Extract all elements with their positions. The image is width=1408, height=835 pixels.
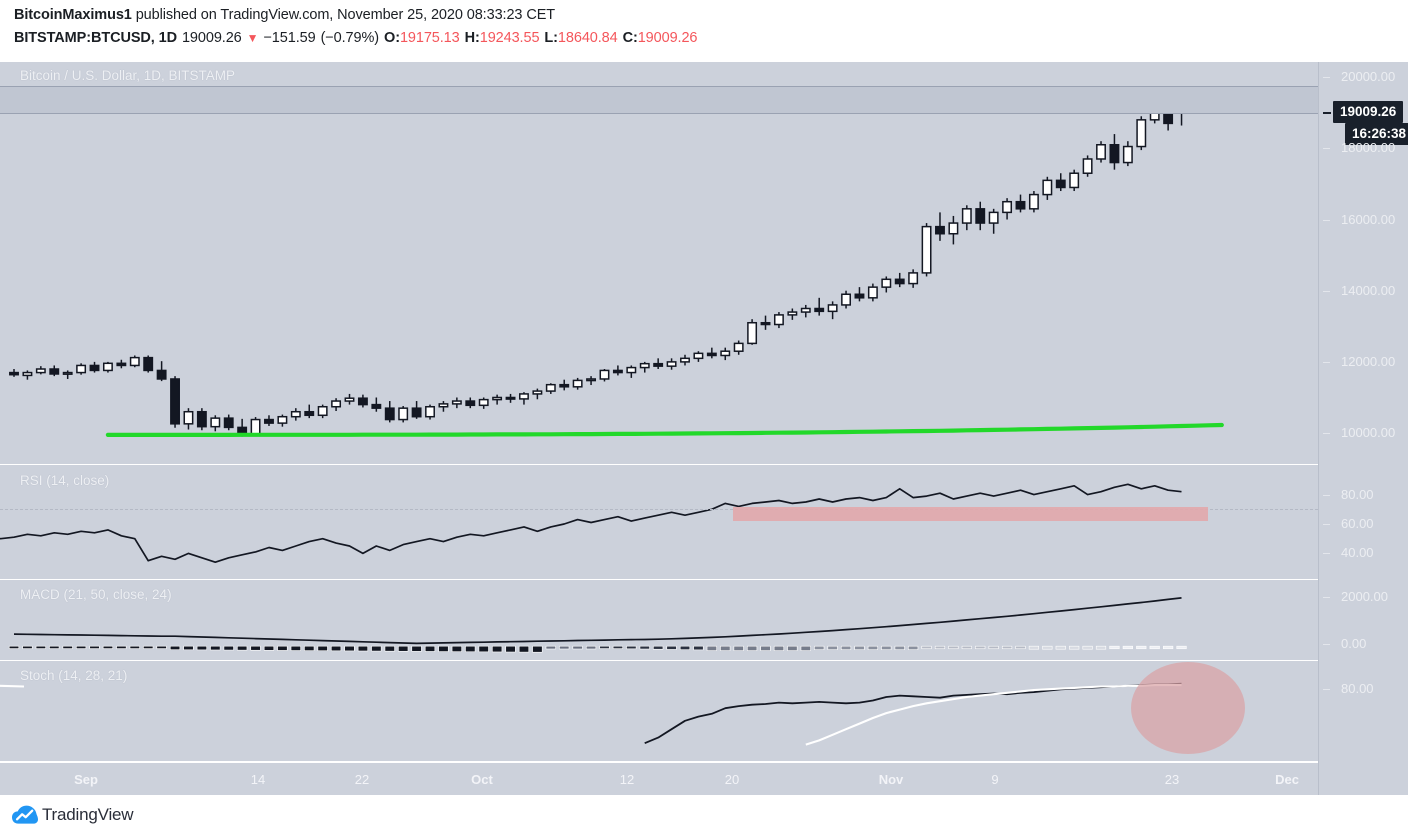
tradingview-brand-label: TradingView [42, 805, 134, 824]
rsi-axis-tick [1323, 494, 1330, 496]
close-label: C: [622, 30, 638, 46]
rsi-axis-label: 80.00 [1341, 486, 1374, 502]
time-axis-label: 22 [354, 772, 370, 787]
time-axis-label: 20 [724, 772, 740, 787]
price-axis-tick [1323, 290, 1330, 292]
macd-axis-label: 0.00 [1341, 636, 1367, 652]
candlestick-series [9, 94, 1224, 437]
footer: TradingView [0, 795, 1408, 835]
pane-divider [0, 761, 1318, 762]
stoch-pane-title: Stoch (14, 28, 21) [20, 668, 128, 683]
author-name: BitcoinMaximus1 [14, 7, 132, 23]
close-value: 19009.26 [637, 30, 698, 46]
pane-divider [0, 464, 1318, 465]
macd-axis-label: 2000.00 [1341, 589, 1388, 605]
last-price: 19009.26 [181, 30, 242, 46]
rsi-pane[interactable]: RSI (14, close) 36 bars, 36d [0, 465, 1318, 579]
publish-attribution-line: BitcoinMaximus1 published on TradingView… [14, 7, 555, 23]
price-axis-tick [1323, 77, 1330, 79]
price-down-arrow-icon: ▼ [246, 31, 259, 45]
resistance-zone [0, 86, 1318, 113]
macd-axis-tick [1323, 597, 1330, 599]
price-axis-tick [1323, 433, 1330, 435]
stoch-axis-label: 80.00 [1341, 680, 1374, 696]
stoch-pane[interactable]: Stoch (14, 28, 21) [0, 661, 1318, 761]
time-axis-label: Oct [471, 772, 493, 787]
time-axis-label: Nov [878, 772, 904, 787]
price-axis-label: 18000.00 [1341, 140, 1396, 156]
price-axis-label: 16000.00 [1341, 211, 1396, 227]
rsi-overbought-highlight-band [733, 507, 1208, 522]
price-axis-label: 10000.00 [1341, 425, 1396, 441]
price-axis-tick [1323, 148, 1330, 150]
price-pane[interactable]: Bitcoin / U.S. Dollar, 1D, BITSTAMP [0, 62, 1318, 464]
rsi-axis-label: 40.00 [1341, 545, 1374, 561]
stoch-series [0, 682, 1182, 746]
price-axis-tick [1323, 219, 1330, 221]
publish-info: published on TradingView.com, November 2… [135, 7, 556, 23]
price-axis-label: 12000.00 [1341, 353, 1396, 369]
open-label: O: [384, 30, 400, 46]
plot-panes[interactable]: Bitcoin / U.S. Dollar, 1D, BITSTAMP RSI … [0, 62, 1318, 795]
macd-axis-tick [1323, 644, 1330, 646]
price-change-percent: (−0.79%) [320, 30, 380, 46]
time-axis-label: Sep [74, 772, 98, 787]
bar-countdown-tag: 16:26:38 [1345, 123, 1408, 146]
resistance-lower-line [0, 112, 1318, 114]
macd-pane[interactable]: MACD (21, 50, close, 24) [0, 580, 1318, 660]
symbol-ticker: BITSTAMP:BTCUSD, 1D [14, 30, 177, 46]
low-label: L: [544, 30, 558, 46]
price-axis-label: 14000.00 [1341, 282, 1396, 298]
tradingview-logo-icon [12, 805, 38, 824]
price-pane-title: Bitcoin / U.S. Dollar, 1D, BITSTAMP [20, 68, 236, 83]
time-axis-label: 9 [991, 772, 999, 787]
time-axis[interactable]: Sep 14 22 Oct 12 20 Nov 9 23 Dec [0, 762, 1408, 796]
rsi-pane-title: RSI (14, close) [20, 473, 110, 488]
rsi-axis-tick [1323, 553, 1330, 555]
attribution-header: BitcoinMaximus1 published on TradingView… [0, 0, 1408, 62]
macd-series [8, 597, 1187, 653]
chart-area[interactable]: Bitcoin / U.S. Dollar, 1D, BITSTAMP RSI … [0, 62, 1408, 796]
rsi-line [0, 483, 1182, 564]
price-change-absolute: −151.59 [263, 30, 316, 46]
resistance-upper-line [0, 86, 1318, 88]
price-axis-tick [1323, 361, 1330, 363]
current-price-tag: 19009.26 [1333, 101, 1404, 124]
stoch-highlight-ellipse [1131, 662, 1245, 754]
high-label: H: [464, 30, 480, 46]
pane-divider [0, 660, 1318, 661]
time-axis-label: 12 [619, 772, 635, 787]
open-value: 19175.13 [399, 30, 460, 46]
time-axis-label: 23 [1164, 772, 1180, 787]
pane-divider [0, 579, 1318, 580]
time-axis-label: 14 [250, 772, 266, 787]
current-price-tick [1323, 112, 1331, 115]
low-value: 18640.84 [557, 30, 618, 46]
macd-pane-title: MACD (21, 50, close, 24) [20, 587, 172, 602]
symbol-quote-line: BITSTAMP:BTCUSD, 1D 19009.26 ▼ −151.59 (−0.7… [14, 30, 698, 46]
price-axis-label: 20000.00 [1341, 69, 1396, 85]
high-value: 19243.55 [479, 30, 540, 46]
stoch-axis-tick [1323, 688, 1330, 690]
price-axis[interactable]: USD 19009.26 16:26:38 20000.0018000.0016… [1318, 62, 1408, 795]
rsi-axis-tick [1323, 524, 1330, 525]
rsi-overbought-dashed-line [0, 509, 1318, 511]
time-axis-label: Dec [1275, 772, 1299, 787]
rsi-axis-label: 60.00 [1341, 516, 1374, 531]
